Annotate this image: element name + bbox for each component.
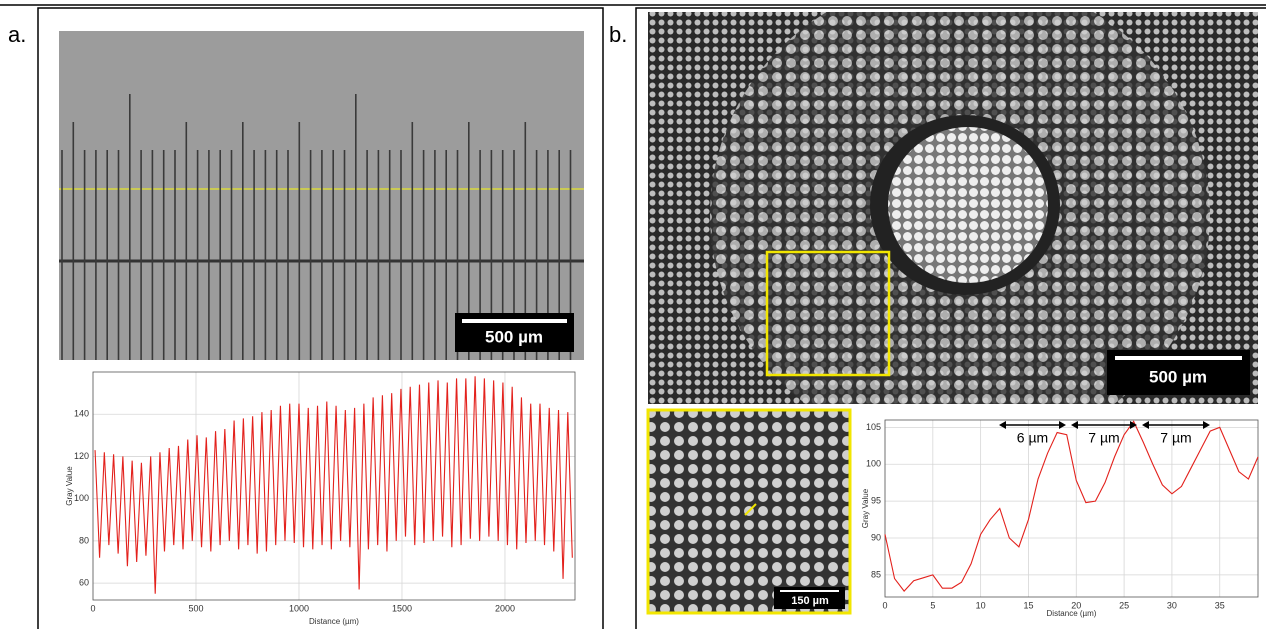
plot-frame (92, 371, 576, 601)
x-tick-label: 15 (1023, 600, 1033, 610)
x-tick-label: 20 (1071, 600, 1081, 610)
y-tick-label: 105 (866, 422, 881, 432)
panel-label: a. (8, 22, 26, 47)
data-line (94, 376, 573, 594)
scale-bar-label: 150 µm (791, 595, 829, 607)
profile-line (744, 503, 757, 516)
annotation: 7 µm (1088, 430, 1119, 446)
plot-frame (884, 419, 1259, 598)
x-tick-label: 0 (90, 603, 95, 613)
panel-label: b. (609, 22, 627, 47)
y-tick-label: 100 (866, 459, 881, 469)
x-tick-label: 25 (1119, 600, 1129, 610)
y-axis-label: Gray Value (861, 488, 870, 528)
x-tick-label: 1000 (289, 603, 309, 613)
x-tick-label: 1500 (392, 603, 412, 613)
annotation: 6 µm (1017, 430, 1048, 446)
y-tick-label: 140 (74, 409, 89, 419)
y-tick-label: 60 (79, 577, 89, 587)
x-tick-label: 2000 (495, 603, 515, 613)
x-tick-label: 0 (882, 600, 887, 610)
scale-bar-box (774, 587, 845, 609)
y-tick-label: 80 (79, 535, 89, 545)
x-tick-label: 500 (188, 603, 203, 613)
x-tick-label: 10 (976, 600, 986, 610)
y-axis-label: Gray Value (65, 466, 74, 506)
x-tick-label: 35 (1215, 600, 1225, 610)
y-tick-label: 85 (871, 569, 881, 579)
arrow-head (1142, 421, 1210, 429)
arrow-head (1071, 421, 1137, 429)
wood-micrograph (648, 12, 1258, 404)
chart-background (60, 368, 598, 628)
x-axis-label: Distance (µm) (309, 617, 359, 626)
zoom-box (765, 250, 891, 377)
arrow-head (999, 421, 1066, 429)
x-axis-label: Distance (µm) (1047, 609, 1097, 618)
x-tick-label: 5 (930, 600, 935, 610)
x-tick-label: 30 (1167, 600, 1177, 610)
scale-bar-label: 500 µm (1149, 367, 1207, 386)
data-line (884, 420, 1259, 592)
annotation: 7 µm (1160, 430, 1191, 446)
chart-background (862, 410, 1262, 621)
y-tick-label: 100 (74, 493, 89, 503)
scale-bar-label: 500 µm (485, 327, 543, 346)
ruler-micrograph (59, 31, 584, 360)
y-tick-label: 120 (74, 451, 89, 461)
y-tick-label: 95 (871, 496, 881, 506)
y-tick-label: 90 (871, 532, 881, 542)
